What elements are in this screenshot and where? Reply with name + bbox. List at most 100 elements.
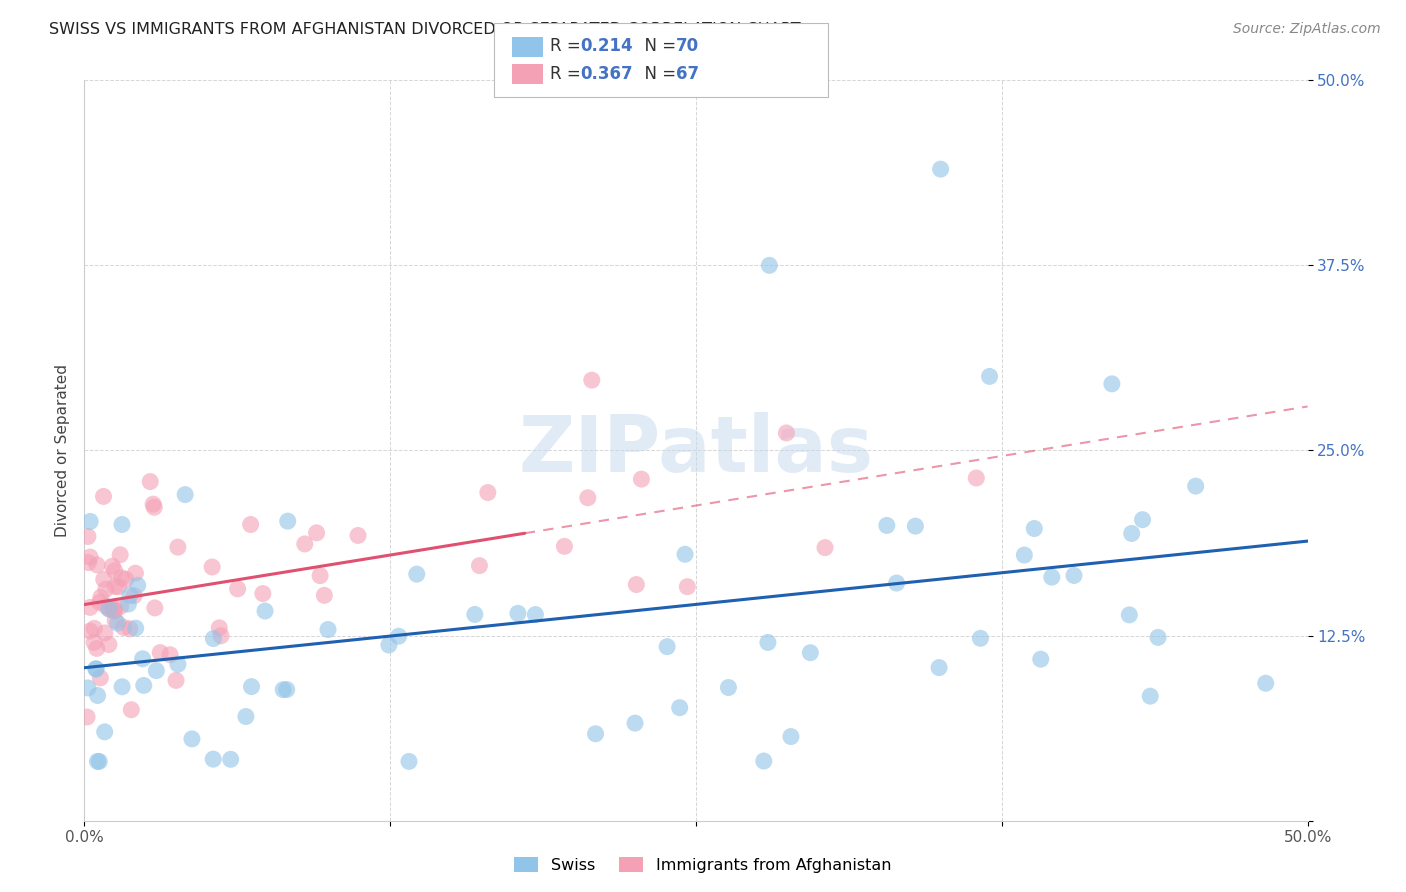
Point xyxy=(84,662,107,676)
Point xyxy=(239,517,262,532)
Point xyxy=(585,727,607,741)
Point xyxy=(276,682,298,697)
Point xyxy=(86,755,108,769)
Point xyxy=(752,754,775,768)
Point xyxy=(775,425,797,440)
Point xyxy=(886,576,908,591)
Point xyxy=(1024,522,1046,536)
Point xyxy=(117,597,139,611)
Point xyxy=(90,590,112,604)
Point xyxy=(110,571,132,585)
Point xyxy=(581,373,603,387)
Point xyxy=(97,601,120,615)
Point xyxy=(464,607,486,622)
Point xyxy=(1029,652,1052,666)
Point xyxy=(165,673,187,688)
Point xyxy=(111,680,134,694)
Point xyxy=(174,488,197,502)
Point xyxy=(167,657,190,672)
Point xyxy=(347,528,370,542)
Point xyxy=(756,635,779,649)
Point xyxy=(118,589,141,603)
Point xyxy=(626,577,648,591)
Point xyxy=(226,582,249,596)
Point xyxy=(405,567,427,582)
Point xyxy=(576,491,599,505)
Point xyxy=(111,517,134,532)
Point xyxy=(131,652,153,666)
Point xyxy=(1254,676,1277,690)
Point xyxy=(202,632,225,646)
Point xyxy=(630,472,652,486)
Point xyxy=(673,547,696,561)
Point xyxy=(149,646,172,660)
Legend: Swiss, Immigrants from Afghanistan: Swiss, Immigrants from Afghanistan xyxy=(508,851,898,880)
Point xyxy=(219,752,242,766)
Point xyxy=(1147,631,1170,645)
Point xyxy=(524,607,547,622)
Point xyxy=(477,485,499,500)
Point xyxy=(132,678,155,692)
Point xyxy=(181,731,204,746)
Point xyxy=(780,730,803,744)
Point xyxy=(77,681,100,695)
Point xyxy=(89,671,111,685)
Point xyxy=(814,541,837,555)
Point xyxy=(398,755,420,769)
Point xyxy=(101,603,124,617)
Point xyxy=(1101,376,1123,391)
Point xyxy=(271,682,294,697)
Point xyxy=(98,602,121,616)
Point xyxy=(929,162,952,177)
Point xyxy=(305,525,328,540)
Text: 0.214: 0.214 xyxy=(581,37,633,55)
Point xyxy=(314,588,336,602)
Text: N =: N = xyxy=(634,65,682,83)
Point xyxy=(118,622,141,636)
Point xyxy=(83,635,105,649)
Point xyxy=(104,604,127,618)
Point xyxy=(378,638,401,652)
Text: 0.367: 0.367 xyxy=(581,65,633,83)
Point xyxy=(107,580,129,594)
Point xyxy=(108,548,131,562)
Point xyxy=(145,664,167,678)
Point xyxy=(143,500,166,515)
Point xyxy=(668,700,690,714)
Point xyxy=(143,601,166,615)
Point xyxy=(112,620,135,634)
Point xyxy=(110,599,132,614)
Point xyxy=(388,629,411,643)
Text: R =: R = xyxy=(550,37,586,55)
Point xyxy=(86,558,108,572)
Text: SWISS VS IMMIGRANTS FROM AFGHANISTAN DIVORCED OR SEPARATED CORRELATION CHART: SWISS VS IMMIGRANTS FROM AFGHANISTAN DIV… xyxy=(49,22,801,37)
Y-axis label: Divorced or Separated: Divorced or Separated xyxy=(55,364,70,537)
Point xyxy=(77,529,100,543)
Point xyxy=(159,648,181,662)
Text: R =: R = xyxy=(550,65,586,83)
Point xyxy=(125,621,148,635)
Text: 70: 70 xyxy=(676,37,699,55)
Point xyxy=(86,641,108,656)
Point xyxy=(624,716,647,731)
Point xyxy=(799,646,821,660)
Point xyxy=(1014,548,1036,562)
Text: ZIPatlas: ZIPatlas xyxy=(519,412,873,489)
Point xyxy=(96,599,118,614)
Point xyxy=(1063,568,1085,582)
Point xyxy=(208,621,231,635)
Point xyxy=(758,259,780,273)
Point xyxy=(77,556,100,570)
Point xyxy=(103,602,125,616)
Point xyxy=(94,582,117,596)
Point xyxy=(202,752,225,766)
Point xyxy=(235,709,257,723)
Point xyxy=(1139,689,1161,703)
Point xyxy=(676,580,699,594)
Point xyxy=(1121,526,1143,541)
Point xyxy=(167,540,190,554)
Point xyxy=(468,558,491,573)
Point xyxy=(97,638,120,652)
Point xyxy=(120,703,142,717)
Point xyxy=(89,755,111,769)
